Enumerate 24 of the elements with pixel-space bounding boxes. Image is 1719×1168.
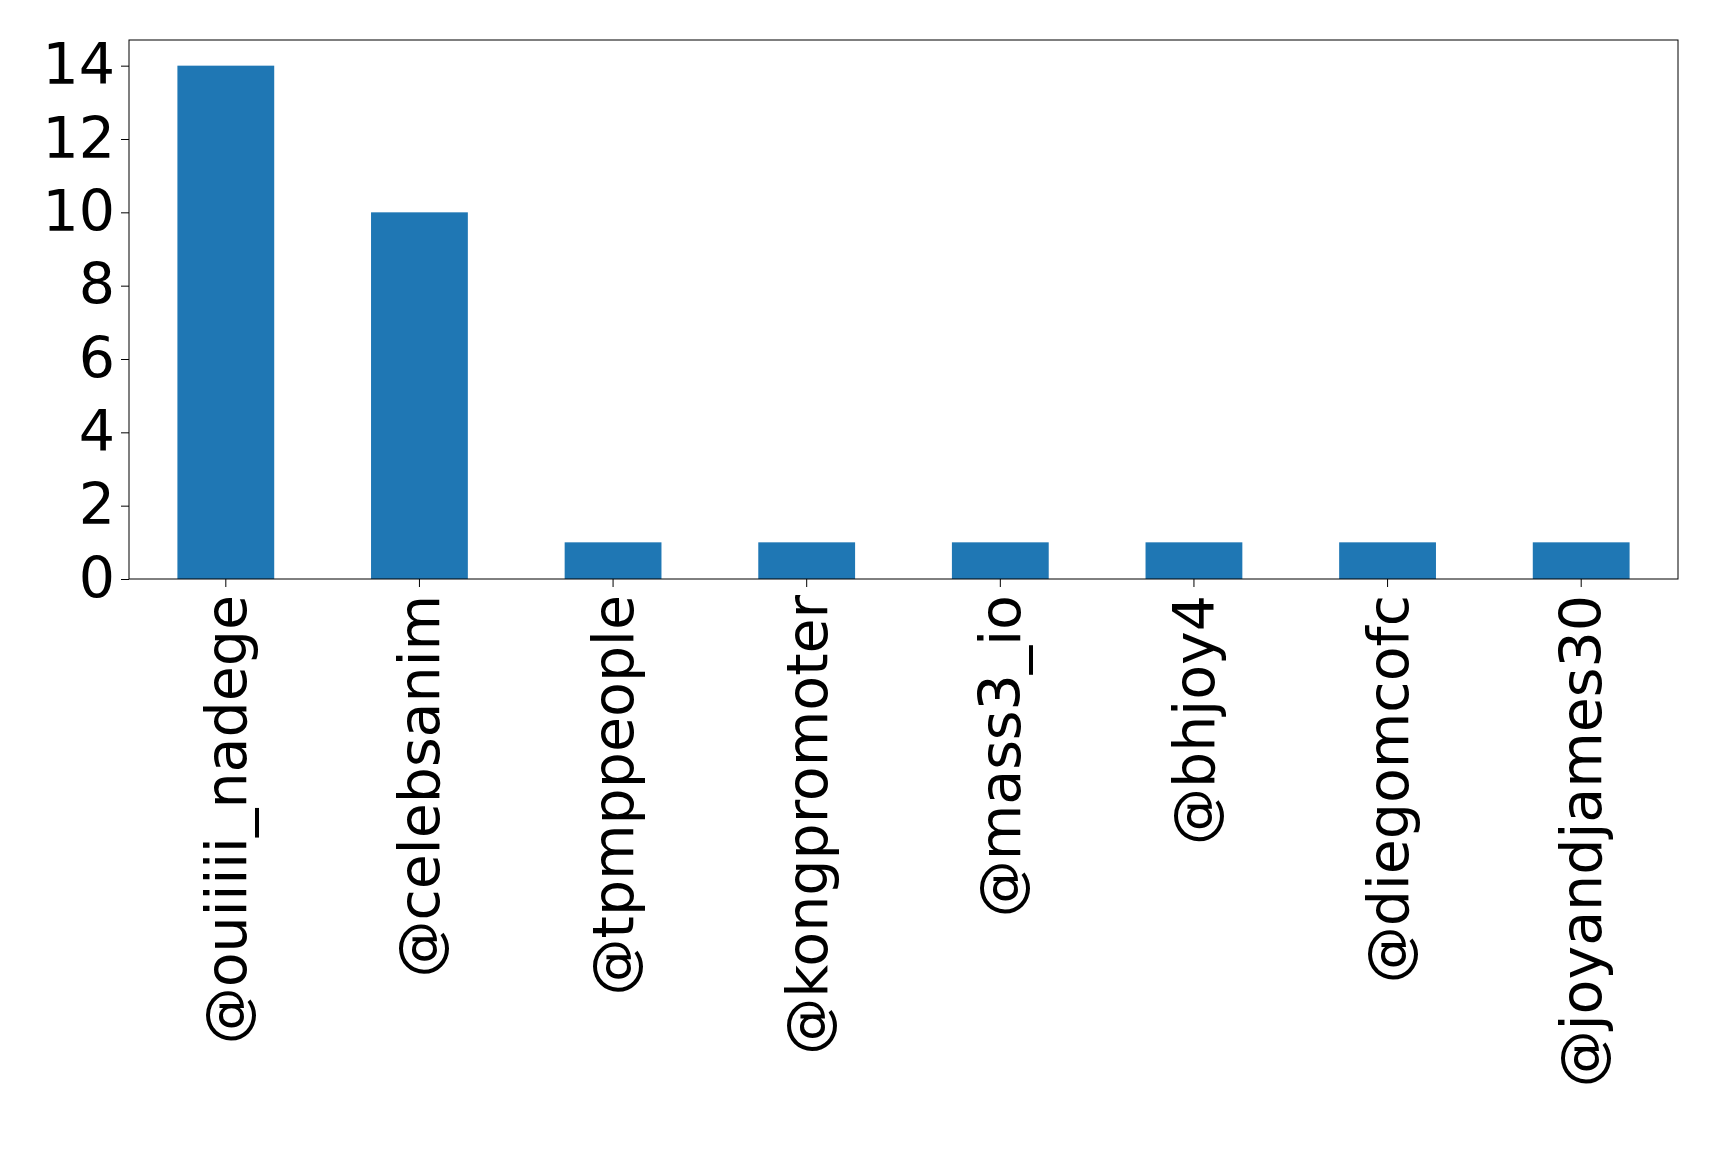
- x-tick-label: @joyandjames30: [1548, 595, 1615, 1088]
- y-tick-label: 10: [42, 178, 115, 245]
- y-tick-label: 4: [78, 398, 115, 465]
- bar: [371, 212, 468, 579]
- bar: [1532, 542, 1630, 579]
- y-tick-label: 0: [78, 544, 115, 611]
- bar: [177, 65, 275, 579]
- x-tick-label: @kongpromoter: [773, 594, 840, 1055]
- y-tick-label: 14: [42, 31, 115, 98]
- y-tick-label: 8: [78, 251, 115, 318]
- bar: [1339, 542, 1436, 579]
- x-tick-label: @mass3_io: [967, 595, 1034, 918]
- bar: [1145, 542, 1243, 579]
- bar: [758, 542, 856, 579]
- y-tick-label: 2: [78, 471, 115, 538]
- x-tick-label: @tpmppeople: [580, 595, 647, 996]
- bar: [564, 542, 662, 579]
- x-tick-label: @bhjoy4: [1160, 595, 1227, 846]
- x-tick-label: @ouiiiii_nadege: [192, 595, 259, 1045]
- x-tick-label: @celebsanim: [386, 595, 453, 978]
- x-tick-label: @diegomcofc: [1354, 595, 1421, 984]
- y-tick-label: 12: [42, 104, 115, 171]
- bar: [951, 542, 1049, 579]
- y-tick-label: 6: [78, 324, 115, 391]
